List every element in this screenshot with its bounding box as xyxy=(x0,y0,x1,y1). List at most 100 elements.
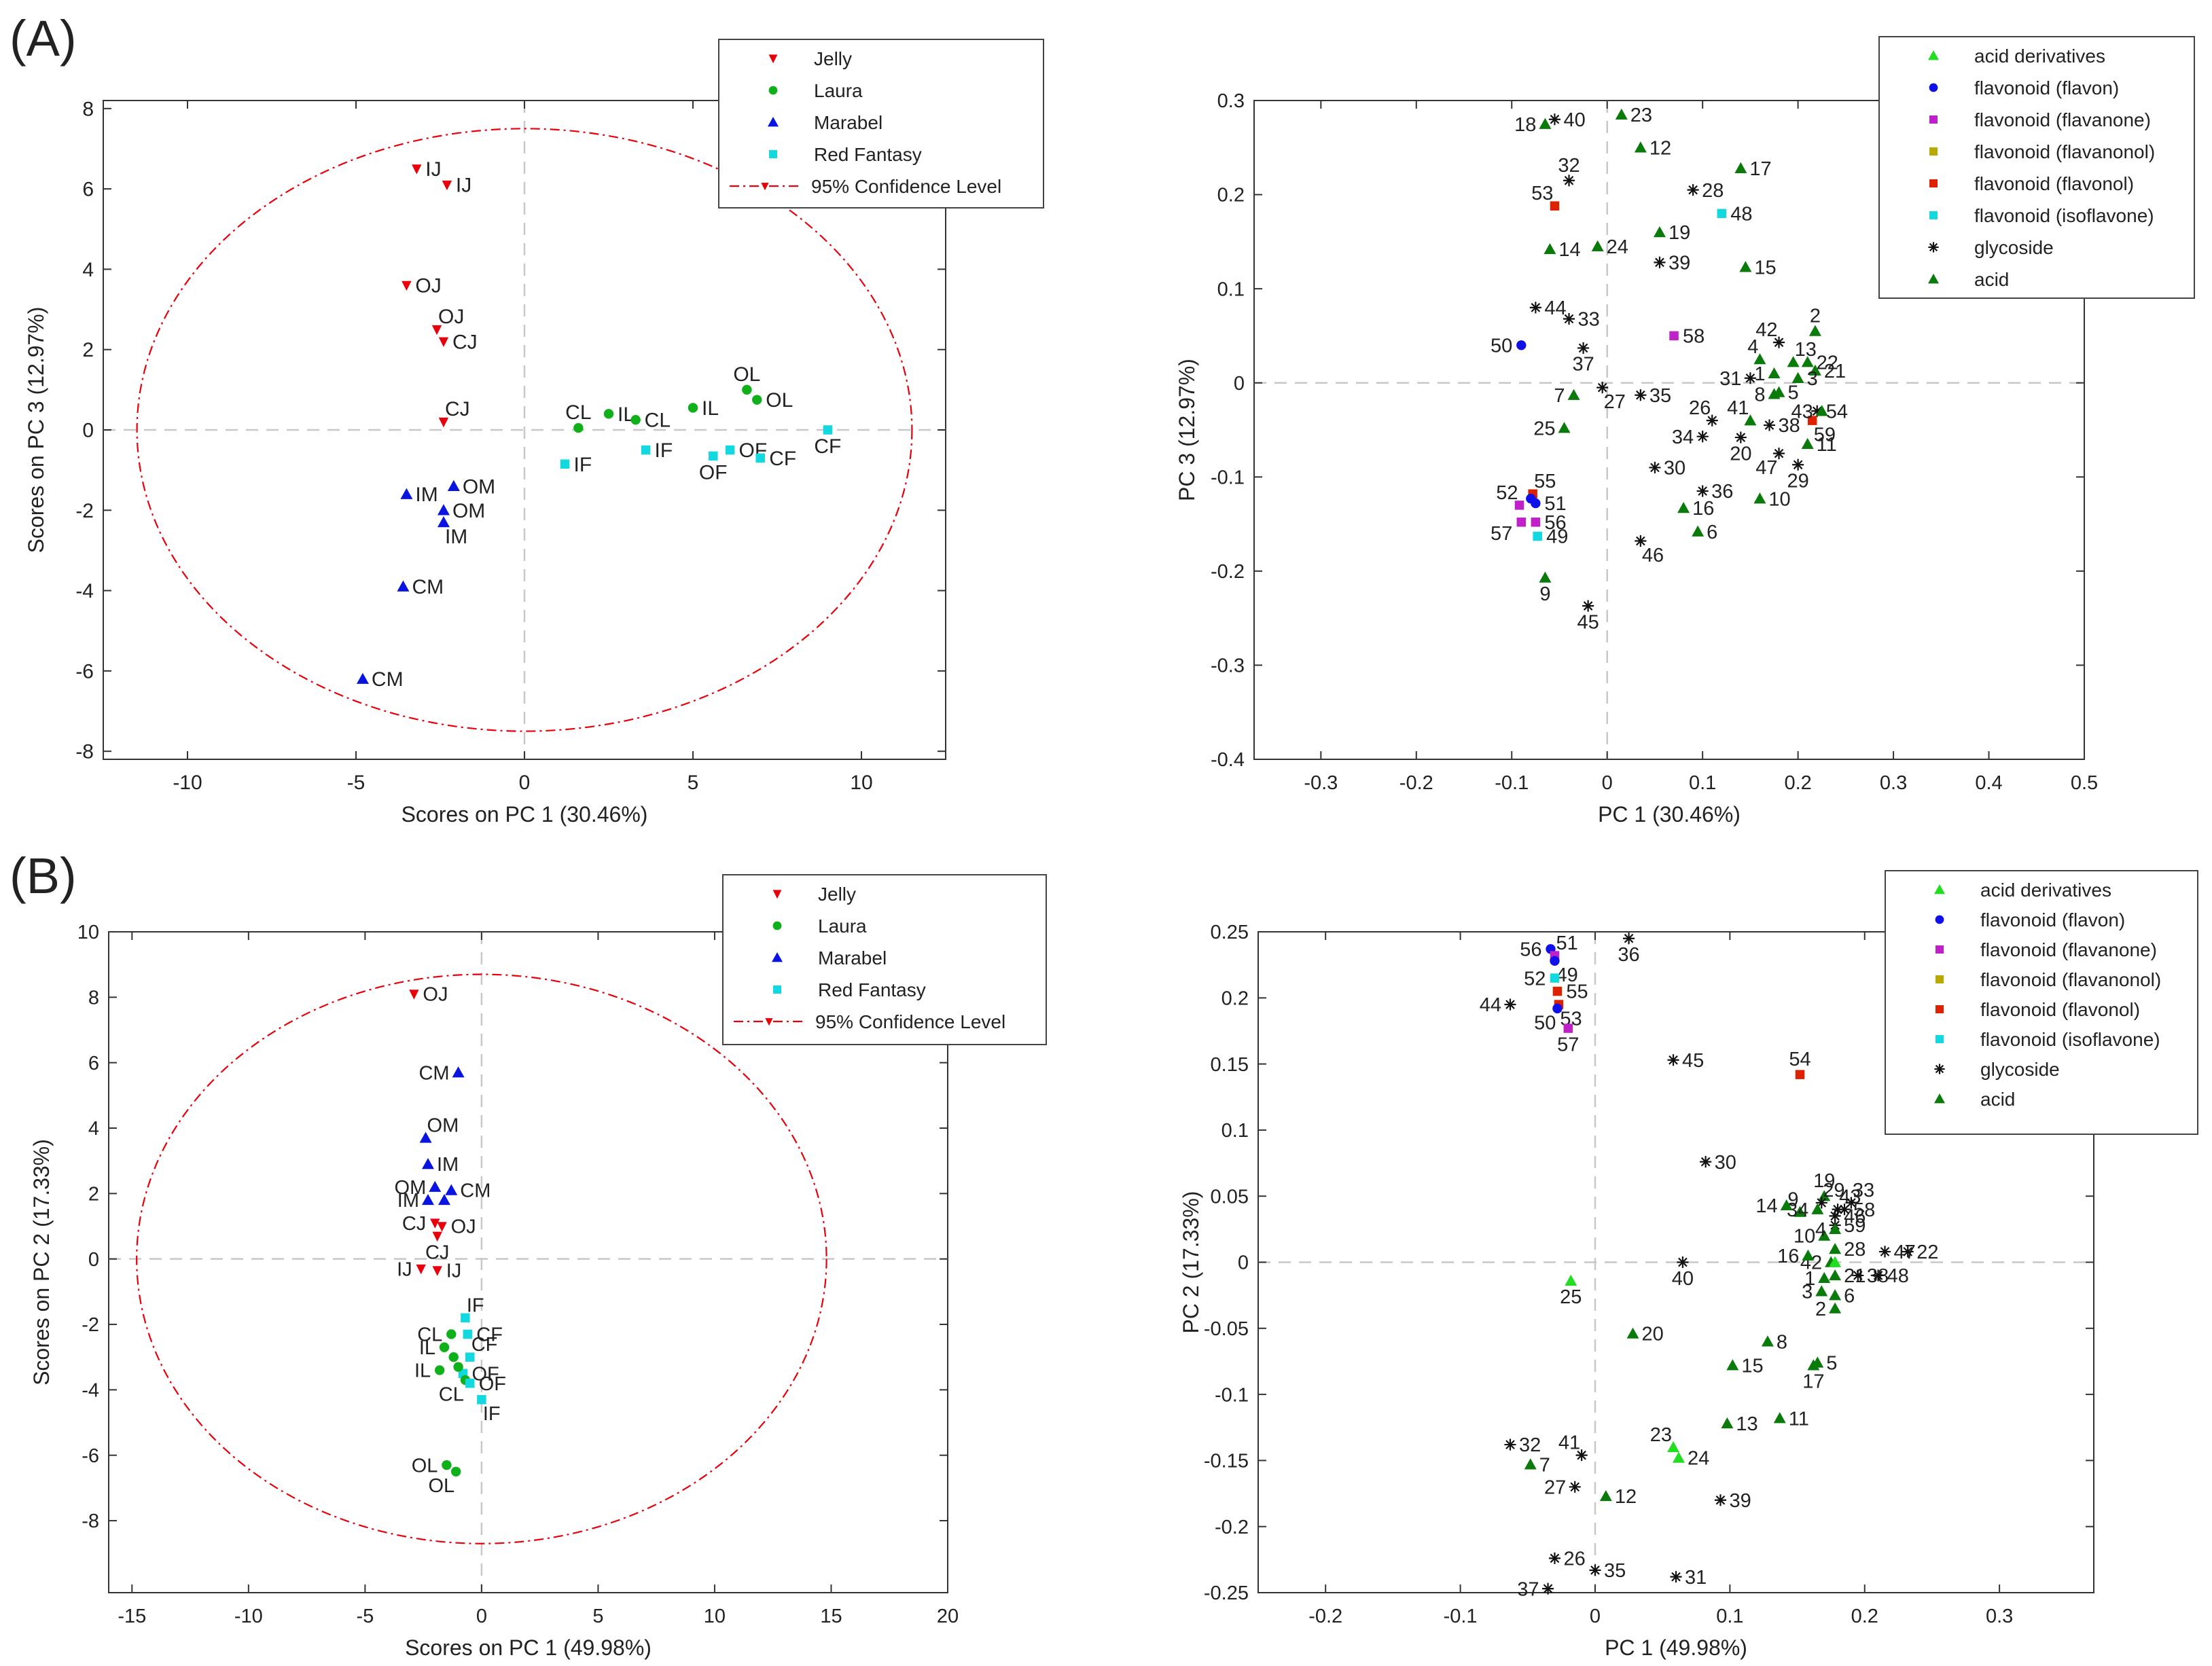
data-label: 39 xyxy=(1669,252,1690,274)
data-point xyxy=(450,1466,461,1477)
legend: acid derivatives flavonoid (flavon) flavon… xyxy=(1878,36,2195,299)
data-point xyxy=(1744,414,1757,426)
data-point xyxy=(1792,458,1804,471)
data-label: 32 xyxy=(1558,155,1580,177)
y-tick-label: -2 xyxy=(82,1314,99,1336)
data-point xyxy=(1567,388,1580,400)
x-tick-label: 0 xyxy=(519,772,531,794)
data-point xyxy=(1878,1246,1891,1258)
data-point xyxy=(438,337,449,347)
zero-lines xyxy=(109,932,948,1593)
legend-label: 95% Confidence Level xyxy=(815,1011,1005,1032)
data-label: 16 xyxy=(1777,1246,1799,1267)
data-label: 28 xyxy=(1844,1239,1866,1261)
legend-label: flavonoid (flavonol) xyxy=(1980,999,2140,1020)
x-tick-label: -5 xyxy=(347,772,365,794)
data-label: IL xyxy=(414,1360,431,1382)
y-tick-label: 0.25 xyxy=(1211,922,1249,943)
legend-marker xyxy=(1934,1064,1945,1074)
data-label: IL xyxy=(419,1337,435,1359)
data-point xyxy=(1672,1451,1685,1463)
data-point xyxy=(1550,956,1560,966)
data-point xyxy=(1808,325,1821,336)
data-label: IL xyxy=(702,397,719,420)
star-stroke xyxy=(1505,1440,1515,1449)
legend-marker xyxy=(1936,1005,1944,1013)
data-label: 38 xyxy=(1778,415,1800,437)
x-tick-label: 0.4 xyxy=(1975,772,2002,794)
data-point xyxy=(1795,1070,1805,1079)
data-point xyxy=(1531,518,1541,527)
data-label: CJ xyxy=(452,331,478,353)
data-point xyxy=(1761,1335,1774,1347)
legend-label: acid xyxy=(1980,1089,2015,1110)
star-stroke xyxy=(1935,1064,1944,1074)
x-tick-label: -0.1 xyxy=(1444,1606,1478,1627)
data-point xyxy=(1577,342,1590,354)
data-point xyxy=(1516,340,1527,350)
y-tick-label: 0.1 xyxy=(1217,278,1245,300)
zero-lines xyxy=(1258,932,2094,1593)
data-point xyxy=(1524,1458,1537,1470)
data-point xyxy=(1902,1246,1914,1258)
data-label: CL xyxy=(645,410,671,432)
data-label: 15 xyxy=(1754,257,1776,278)
data-point xyxy=(421,1157,434,1170)
data-point xyxy=(400,488,413,499)
star-stroke xyxy=(1531,303,1541,312)
data-point xyxy=(1539,117,1552,129)
star-stroke xyxy=(1590,1565,1600,1575)
data-point xyxy=(445,1184,458,1195)
data-point xyxy=(1591,240,1604,251)
data-point xyxy=(438,1193,450,1206)
star-stroke xyxy=(1564,314,1574,324)
data-point xyxy=(573,422,584,433)
data-label: OM xyxy=(395,1177,427,1199)
legend-label: flavonoid (flavanone) xyxy=(1980,939,2157,960)
data-point xyxy=(431,325,442,336)
legend-label: acid derivatives xyxy=(1980,880,2111,901)
data-point xyxy=(430,1218,440,1229)
y-tick-label: 10 xyxy=(77,922,99,943)
data-label: OL xyxy=(412,1455,438,1477)
data-point xyxy=(1552,1003,1563,1014)
data-point xyxy=(1753,492,1766,504)
data-label: 3 xyxy=(1807,368,1818,390)
y-tick-label: 4 xyxy=(82,259,94,281)
star-stroke xyxy=(1583,601,1593,611)
legend-marker xyxy=(765,1018,773,1026)
data-label: OF xyxy=(471,1363,499,1385)
star-stroke xyxy=(1678,1257,1688,1267)
data-label: 36 xyxy=(1711,481,1733,503)
legend-label: flavonoid (isoflavone) xyxy=(1980,1029,2160,1050)
data-point xyxy=(1582,600,1594,612)
legend-label: Marabel xyxy=(814,112,882,133)
star-stroke xyxy=(1774,338,1784,347)
star-stroke xyxy=(1505,1000,1515,1009)
x-tick-label: 0.1 xyxy=(1689,772,1716,794)
data-point xyxy=(1700,1156,1712,1168)
data-point xyxy=(1744,372,1756,384)
data-point xyxy=(1653,226,1666,238)
y-tick-label: 6 xyxy=(82,179,94,201)
x-tick-label: -10 xyxy=(173,772,202,794)
star-stroke xyxy=(1853,1271,1863,1280)
y-tick-label: -0.25 xyxy=(1204,1582,1249,1604)
data-point xyxy=(1692,525,1705,537)
data-label: 58 xyxy=(1683,326,1705,348)
data-label: 1 xyxy=(1804,1268,1815,1290)
data-point xyxy=(432,1266,442,1276)
data-label: CL xyxy=(565,401,591,424)
data-label: IM xyxy=(437,1154,459,1176)
data-point xyxy=(1739,261,1752,272)
legend-label: acid derivatives xyxy=(1974,46,2105,67)
x-tick-label: 5 xyxy=(592,1606,603,1627)
panel-label-b: (B) xyxy=(10,848,77,904)
data-point xyxy=(1763,419,1776,431)
data-point xyxy=(1829,1302,1842,1314)
legend-marker xyxy=(1934,1093,1945,1104)
legend-marker xyxy=(761,183,769,191)
data-point xyxy=(465,1378,475,1388)
legend-marker xyxy=(1929,83,1938,92)
data-point xyxy=(1504,998,1516,1011)
